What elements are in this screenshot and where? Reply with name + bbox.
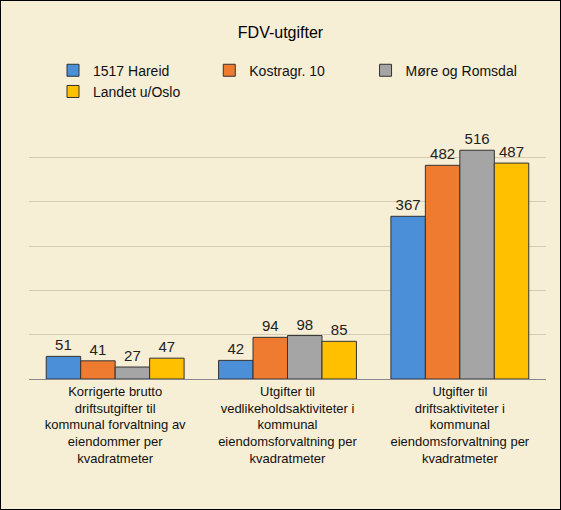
svg-text:27: 27: [124, 347, 141, 364]
svg-text:Utgifter tilvedlikeholdsaktivi: Utgifter tilvedlikeholdsaktiviteter ikom…: [218, 384, 357, 467]
svg-text:Kostragr. 10: Kostragr. 10: [249, 63, 325, 79]
svg-text:41: 41: [90, 341, 107, 358]
svg-text:487: 487: [499, 143, 524, 160]
svg-text:FDV-utgifter: FDV-utgifter: [238, 24, 324, 41]
svg-text:42: 42: [227, 340, 244, 357]
svg-text:Korrigerte bruttodriftsutgifte: Korrigerte bruttodriftsutgifter tilkommu…: [45, 384, 186, 467]
svg-text:Møre og Romsdal: Møre og Romsdal: [406, 63, 517, 79]
svg-text:482: 482: [430, 145, 455, 162]
svg-text:51: 51: [55, 336, 72, 353]
svg-text:1517 Hareid: 1517 Hareid: [93, 63, 169, 79]
svg-text:Utgifter tildriftsaktiviteter: Utgifter tildriftsaktiviteter ikommunale…: [390, 384, 529, 467]
svg-text:98: 98: [296, 316, 313, 333]
svg-text:85: 85: [331, 321, 348, 338]
svg-text:47: 47: [159, 338, 176, 355]
svg-text:Landet u/Oslo: Landet u/Oslo: [93, 84, 180, 100]
svg-text:516: 516: [465, 130, 490, 147]
svg-text:367: 367: [396, 196, 421, 213]
svg-text:94: 94: [262, 317, 279, 334]
